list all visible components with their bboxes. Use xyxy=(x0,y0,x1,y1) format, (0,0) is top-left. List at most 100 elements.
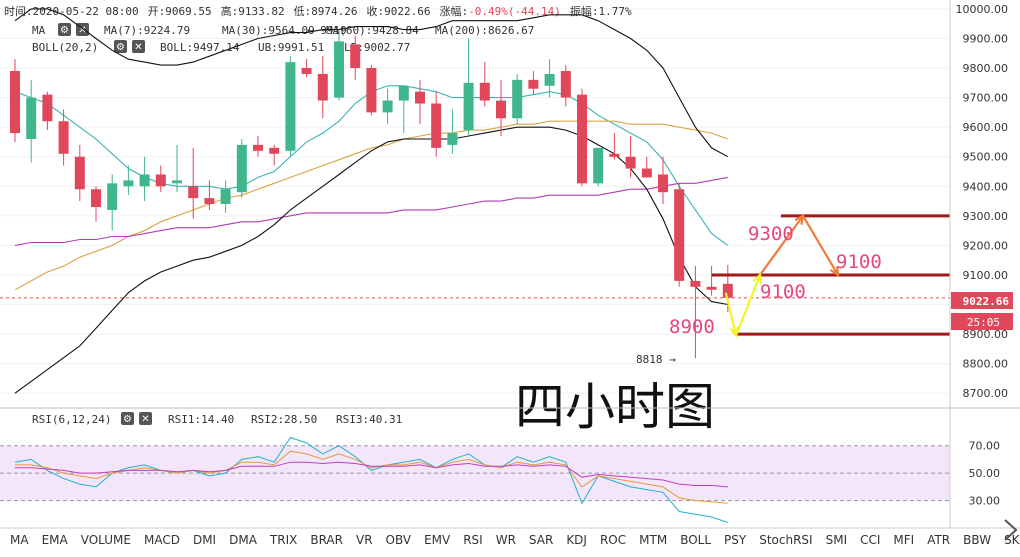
candle-body xyxy=(415,91,425,104)
candle-body xyxy=(447,133,458,145)
candle-body xyxy=(382,100,393,113)
candle-body xyxy=(479,82,490,101)
candle-body xyxy=(366,68,377,113)
tab-smi[interactable]: SMI xyxy=(826,533,848,547)
candle-body xyxy=(188,186,199,199)
svg-text:⚙: ⚙ xyxy=(60,25,69,36)
candle-body xyxy=(269,147,280,154)
series-line-boll-ub xyxy=(14,8,729,158)
tab-wr[interactable]: WR xyxy=(496,533,516,547)
ohlc-header: 时间:2020-05-22 08:00 开:9069.55 高:9133.82 低:8… xyxy=(4,4,632,18)
gear-icon[interactable]: ⚙ xyxy=(58,23,71,36)
ohlc-value: 9133.82 xyxy=(238,5,284,18)
label-8900: 8900 xyxy=(669,316,715,338)
tab-psy[interactable]: PSY xyxy=(724,533,747,547)
candle-body xyxy=(155,174,166,187)
horizontal-levels xyxy=(0,214,950,336)
tab-vr[interactable]: VR xyxy=(356,533,373,547)
boll-lb-value: LB:9002.77 xyxy=(344,41,410,54)
close-icon[interactable]: ✕ xyxy=(139,412,152,425)
tab-rsi[interactable]: RSI xyxy=(463,533,483,547)
tab-emv[interactable]: EMV xyxy=(424,533,451,547)
tab-dmi[interactable]: DMI xyxy=(193,533,216,547)
candle-body xyxy=(560,70,571,98)
series-line-boll-lb xyxy=(14,126,728,394)
boll-ub-value: UB:9991.51 xyxy=(258,41,324,54)
tab-kdj[interactable]: KDJ xyxy=(566,533,587,547)
projection-segment xyxy=(759,215,804,276)
candle-body xyxy=(398,85,409,101)
projection-arrowhead xyxy=(794,213,805,225)
projection-arrowhead xyxy=(729,326,740,339)
boll-label: BOLL(20,2) xyxy=(32,41,98,54)
tab-trix[interactable]: TRIX xyxy=(269,533,297,547)
candle-body xyxy=(609,153,620,157)
candle-body xyxy=(285,62,296,151)
tab-stochrsi[interactable]: StochRSI xyxy=(759,533,812,547)
high-marker: ← 9919 xyxy=(307,24,347,37)
rsi-tick: 30.00 xyxy=(969,495,1001,508)
tab-ma[interactable]: MA xyxy=(10,533,29,547)
tab-cci[interactable]: CCI xyxy=(860,533,880,547)
price-tick: 9300.00 xyxy=(963,210,1009,223)
ohlc-label: 涨幅: xyxy=(440,5,469,18)
svg-text:✕: ✕ xyxy=(78,25,86,36)
candle-body xyxy=(91,189,101,207)
price-tick: 8800.00 xyxy=(963,358,1009,371)
gear-icon[interactable]: ⚙ xyxy=(114,40,127,53)
ohlc-value: 2020-05-22 08:00 xyxy=(33,5,139,18)
svg-text:⚙: ⚙ xyxy=(116,42,125,53)
label-9300: 9300 xyxy=(748,223,794,245)
tab-boll[interactable]: BOLL xyxy=(680,533,711,547)
tab-sar[interactable]: SAR xyxy=(529,533,553,547)
chart-title: 四小时图 xyxy=(515,378,715,436)
candle-body xyxy=(236,144,247,193)
candle-body xyxy=(496,100,506,119)
projection-arrowhead xyxy=(829,265,840,278)
price-tick: 9800.00 xyxy=(963,62,1009,75)
tab-roc[interactable]: ROC xyxy=(600,533,626,547)
ohlc-label: 时间: xyxy=(4,5,33,18)
projection-segment xyxy=(734,274,762,336)
rsi3-value: RSI3:40.31 xyxy=(336,413,402,426)
candle-body xyxy=(74,156,85,190)
ma-label: MA xyxy=(32,24,46,37)
ohlc-value: 9022.66 xyxy=(384,5,430,18)
current-price: 9022.66 xyxy=(963,295,1010,308)
ohlc-value: 8974.26 xyxy=(311,5,357,18)
price-tick: 9700.00 xyxy=(963,92,1009,105)
tab-brar[interactable]: BRAR xyxy=(310,533,343,547)
ohlc-label: 高: xyxy=(221,4,239,18)
tab-atr[interactable]: ATR xyxy=(927,533,950,547)
price-tick: 10000.00 xyxy=(956,3,1009,16)
candle-body xyxy=(107,183,118,210)
candle-body xyxy=(172,180,182,184)
current-price-tag: 9022.66 25:05 xyxy=(951,292,1013,330)
price-tick: 9900.00 xyxy=(963,32,1009,45)
tab-volume[interactable]: VOLUME xyxy=(81,533,131,547)
tab-macd[interactable]: MACD xyxy=(144,533,180,547)
ma-header: MA ⚙ ✕ MA(7):9224.79 MA(30):9564.09 MA(6… xyxy=(32,23,534,37)
tab-obv[interactable]: OBV xyxy=(386,533,412,547)
rsi-pane xyxy=(0,436,950,523)
candle-body xyxy=(593,147,604,184)
projection-arrowhead xyxy=(752,272,762,285)
tab-dma[interactable]: DMA xyxy=(229,533,258,547)
gear-icon[interactable]: ⚙ xyxy=(121,412,134,425)
price-tick: 9400.00 xyxy=(963,180,1009,193)
tab-ema[interactable]: EMA xyxy=(42,533,69,547)
tab-bbw[interactable]: BBW xyxy=(963,533,991,547)
candle-body xyxy=(641,168,652,178)
indicator-tabs: MA EMA VOLUME MACD DMI DMA TRIX BRAR VR OBV EMV RSI… xyxy=(10,533,1020,547)
candle-body xyxy=(10,70,20,134)
candle-body xyxy=(301,68,312,74)
projection-segment xyxy=(802,215,839,276)
svg-text:⚙: ⚙ xyxy=(123,414,132,425)
close-icon[interactable]: ✕ xyxy=(132,40,145,53)
candle-body xyxy=(123,180,134,187)
ohlc-value: -0.49%(-44.14) xyxy=(468,5,561,18)
tab-mtm[interactable]: MTM xyxy=(639,533,667,547)
scroll-arrow-icon[interactable] xyxy=(1004,519,1018,541)
tab-mfi[interactable]: MFI xyxy=(893,533,914,547)
